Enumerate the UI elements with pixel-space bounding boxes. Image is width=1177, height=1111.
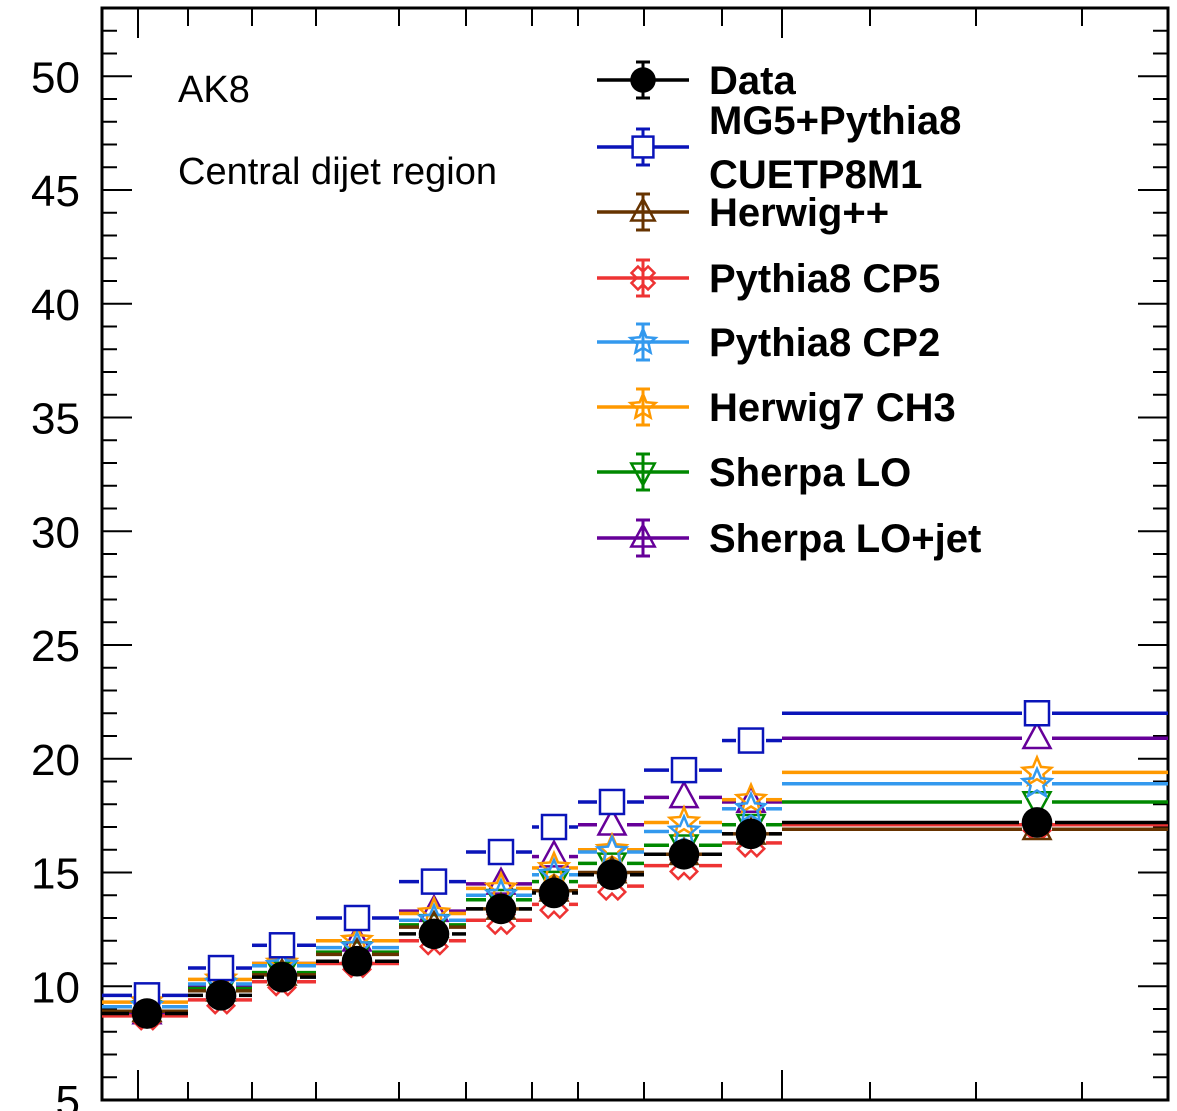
legend-label: Herwig7 CH3 xyxy=(709,386,956,430)
legend-entry-cp2: Pythia8 CP2 xyxy=(597,321,940,365)
series-cp5 xyxy=(102,809,1168,1031)
legend-entry-ch3: Herwig7 CH3 xyxy=(597,386,956,430)
marker-square xyxy=(540,813,568,841)
marker-triangle-up xyxy=(1021,720,1053,750)
y-tick-label: 45 xyxy=(31,167,80,216)
legend-label: MG5+Pythia8 xyxy=(709,99,961,143)
marker-triangle-up xyxy=(668,779,700,809)
series-mg5 xyxy=(102,700,1168,1009)
annotations: AK8 Central dijet region xyxy=(178,69,497,193)
annotation-text: AK8 xyxy=(178,69,250,111)
marker-square xyxy=(598,788,626,816)
marker-circle xyxy=(596,859,628,891)
legend-label: Pythia8 CP5 xyxy=(709,257,940,301)
y-tick-label: 20 xyxy=(31,736,80,785)
legend-entry-sherpajet: Sherpa LO+jet xyxy=(597,517,981,561)
legend-label: Pythia8 CP2 xyxy=(709,321,940,365)
marker-triangle-down xyxy=(1021,790,1053,820)
y-tick-label: 40 xyxy=(31,281,80,330)
marker-square xyxy=(1023,700,1051,727)
marker-square xyxy=(631,135,655,159)
marker-circle xyxy=(266,961,298,993)
marker-star xyxy=(733,790,769,824)
marker-circle xyxy=(1021,807,1053,838)
y-tick-label: 50 xyxy=(31,53,80,102)
marker-square xyxy=(207,954,235,982)
marker-star xyxy=(1019,765,1055,799)
series-data xyxy=(102,807,1168,1029)
marker-circle xyxy=(630,67,656,93)
marker-triangle-up xyxy=(629,522,657,548)
marker-star xyxy=(1019,754,1055,788)
marker-square xyxy=(487,838,515,866)
series-layer xyxy=(102,700,1168,1031)
y-tick-labels: 5 10 15 20 25 30 35 40 45 50 xyxy=(31,53,80,1111)
marker-star xyxy=(733,781,769,815)
marker-circle xyxy=(485,893,517,925)
legend-label: Sherpa LO xyxy=(709,451,911,495)
marker-star xyxy=(627,325,659,356)
legend-label: Data xyxy=(709,59,796,103)
marker-square xyxy=(268,932,296,959)
marker-circle xyxy=(668,839,700,870)
marker-square xyxy=(343,904,371,932)
y-tick-label: 15 xyxy=(31,850,80,899)
y-tick-label: 35 xyxy=(31,395,80,444)
legend-label: Sherpa LO+jet xyxy=(709,517,981,561)
annotation-text: Central dijet region xyxy=(178,151,497,193)
marker-triangle-up xyxy=(735,784,767,813)
legend-label: Herwig++ xyxy=(709,191,889,235)
marker-square xyxy=(420,868,448,895)
marker-star xyxy=(666,804,702,838)
y-tick-label: 25 xyxy=(31,622,80,671)
series-herwigpp xyxy=(102,811,1168,1023)
marker-circle xyxy=(418,918,450,950)
legend-entry-cp5: Pythia8 CP5 xyxy=(597,257,940,301)
marker-circle xyxy=(341,945,373,977)
legend-entry-mg5: MG5+Pythia8 CUETP8M1 xyxy=(597,99,961,197)
marker-circle xyxy=(131,998,163,1029)
marker-triangle-down xyxy=(629,462,657,488)
y-tick-label: 5 xyxy=(56,1077,80,1111)
legend-entry-sherpa: Sherpa LO xyxy=(597,451,911,495)
y-tick-label: 30 xyxy=(31,508,80,557)
marker-circle xyxy=(205,980,237,1011)
marker-circle xyxy=(735,818,767,850)
marker-star xyxy=(627,390,659,421)
legend-label: CUETP8M1 xyxy=(709,153,922,197)
marker-square xyxy=(737,727,765,754)
marker-circle xyxy=(538,877,570,909)
legend-entry-herwigpp: Herwig++ xyxy=(597,191,889,235)
axis-ticks xyxy=(102,7,1168,1101)
marker-square xyxy=(670,756,698,784)
marker-triangle-up xyxy=(538,838,570,868)
legend-entry-data: Data xyxy=(597,59,796,103)
series-sherpa xyxy=(102,790,1168,1029)
marker-diamond-cross xyxy=(629,264,657,292)
marker-triangle-up xyxy=(629,196,657,222)
y-tick-label: 10 xyxy=(31,963,80,1012)
